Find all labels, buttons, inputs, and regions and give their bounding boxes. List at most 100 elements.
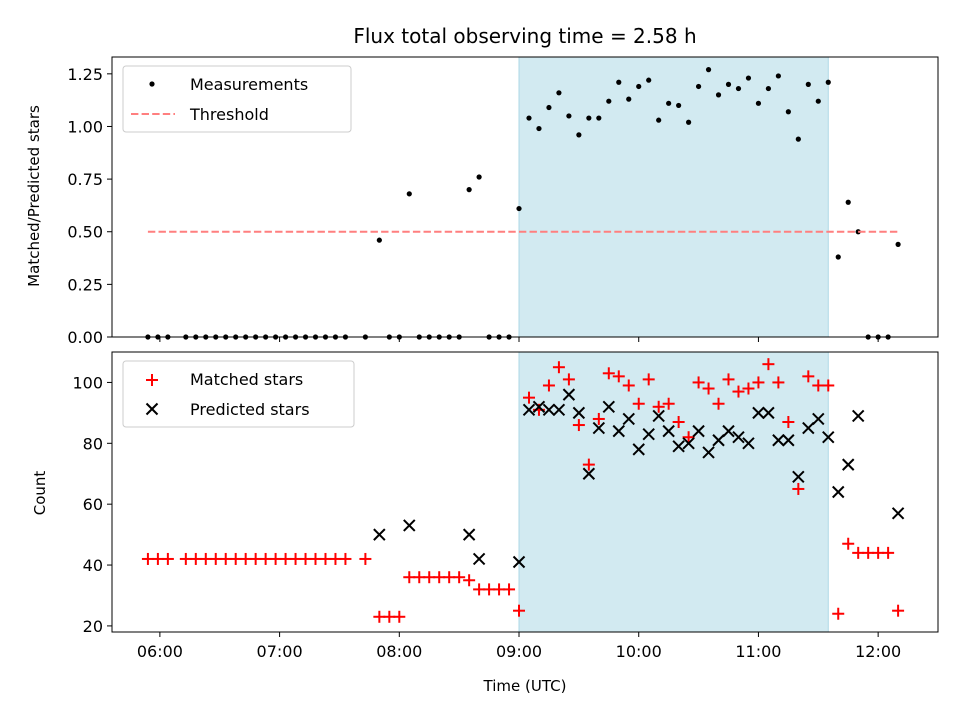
- predicted-point-b: [562, 388, 576, 401]
- measurement-point: [406, 191, 412, 197]
- predicted-point-b: [373, 528, 386, 541]
- predicted-point-b: [732, 431, 745, 444]
- measurement-point: [785, 109, 791, 115]
- measurement-point: [376, 237, 382, 243]
- measurement-point: [656, 117, 662, 123]
- predicted-point-b: [812, 412, 825, 426]
- measurement-point: [895, 241, 901, 247]
- measurement-point: [636, 83, 642, 90]
- predicted-point-b: [832, 485, 845, 499]
- measurement-point: [566, 113, 572, 119]
- predicted-point-b: [802, 421, 815, 435]
- predicted-point-b: [572, 406, 586, 420]
- measurement-point: [476, 174, 482, 180]
- legend-measurements-marker: [149, 81, 155, 87]
- y-tick-label: 0.25: [67, 275, 103, 294]
- x-tick-label: 08:00: [376, 642, 422, 661]
- predicted-point-b: [582, 467, 596, 480]
- ratio-y-axis-label: Matched/Predicted stars: [25, 105, 43, 287]
- count-legend-box: [122, 360, 355, 428]
- measurement-point: [516, 205, 522, 212]
- ratio-legend-box: [122, 65, 352, 133]
- predicted-point-b: [642, 427, 655, 441]
- predicted-point-b: [682, 437, 695, 450]
- x-tick-label: 07:00: [257, 642, 303, 661]
- predicted-point-b: [672, 440, 685, 453]
- measurement-point: [825, 79, 831, 85]
- predicted-point-b: [702, 446, 715, 459]
- measurement-point: [745, 75, 752, 81]
- predicted-point-b: [522, 403, 536, 417]
- measurement-point: [646, 77, 652, 83]
- y-tick-label: 20: [83, 617, 103, 636]
- measurement-point: [725, 81, 732, 87]
- predicted-point-b: [612, 424, 625, 438]
- predicted-point-b: [891, 507, 905, 520]
- legend-predicted-label: Predicted stars: [190, 400, 310, 419]
- legend-matched-marker: [146, 374, 158, 386]
- predicted-point-b: [403, 519, 416, 532]
- y-tick-label: 80: [83, 434, 103, 453]
- predicted-point-b: [712, 434, 725, 447]
- legend-predicted-marker: [145, 402, 159, 416]
- predicted-point-b: [792, 470, 805, 483]
- y-tick-label: 1.25: [67, 65, 103, 84]
- measurement-point: [666, 100, 672, 106]
- measurement-point: [835, 254, 841, 260]
- chart-title: Flux total observing time = 2.58 h: [353, 24, 696, 48]
- measurement-point: [845, 199, 851, 205]
- y-tick-label: 40: [83, 556, 103, 575]
- observing-window-band: [518, 351, 829, 633]
- x-tick-label: 11:00: [735, 642, 781, 661]
- plot-area: [141, 351, 905, 633]
- axes-frame: [111, 351, 939, 633]
- predicted-point-b: [822, 431, 835, 444]
- x-tick-label: 06:00: [137, 642, 183, 661]
- predicted-point-b: [762, 406, 775, 420]
- y-tick-label: 0.00: [67, 328, 103, 347]
- series-predicted-stars: [373, 388, 905, 569]
- measurement-point: [715, 92, 722, 98]
- predicted-point-b: [782, 434, 795, 447]
- y-tick-label: 0.75: [67, 170, 103, 189]
- predicted-point-b: [622, 412, 635, 426]
- measurement-point: [775, 73, 781, 79]
- x-tick-label: 10:00: [616, 642, 662, 661]
- predicted-point-b: [542, 403, 556, 417]
- axes-frame: [111, 56, 939, 338]
- x-tick-label: 12:00: [855, 642, 901, 661]
- count-y-axis-label: Count: [31, 471, 49, 516]
- predicted-point-b: [632, 443, 645, 456]
- predicted-point-b: [532, 400, 546, 413]
- predicted-point-b: [552, 403, 566, 417]
- measurement-point: [586, 115, 592, 121]
- predicted-point-b: [772, 434, 785, 447]
- predicted-point-b: [742, 437, 755, 450]
- measurement-point: [596, 115, 602, 121]
- x-axis-label: Time (UTC): [483, 677, 567, 695]
- measurement-point: [606, 98, 612, 104]
- x-tick-label: 09:00: [496, 642, 542, 661]
- ratio-legend: Measurements Threshold: [122, 65, 352, 133]
- measurement-point: [705, 67, 712, 73]
- legend-matched-label: Matched stars: [190, 370, 303, 389]
- predicted-point-b: [851, 409, 865, 423]
- series-matched-stars: [141, 358, 905, 623]
- observing-window-band: [518, 56, 829, 338]
- legend-measurements-label: Measurements: [190, 75, 308, 94]
- y-tick-label: 60: [83, 495, 103, 514]
- y-tick-label: 100: [72, 373, 103, 392]
- measurement-point: [805, 81, 811, 87]
- measurement-point: [676, 102, 682, 109]
- y-tick-label: 0.50: [67, 223, 103, 242]
- predicted-point-b: [592, 421, 606, 435]
- measurement-point: [536, 125, 542, 132]
- ratio-panel: Matched/Predicted stars 0.00 0.25 0.50 0.75…: [25, 56, 939, 347]
- y-tick-label: 1.00: [67, 117, 103, 136]
- predicted-point-b: [692, 424, 705, 438]
- predicted-point-b: [842, 458, 855, 471]
- measurement-point: [526, 115, 532, 121]
- legend-threshold-label: Threshold: [189, 105, 269, 124]
- measurement-point: [576, 132, 582, 138]
